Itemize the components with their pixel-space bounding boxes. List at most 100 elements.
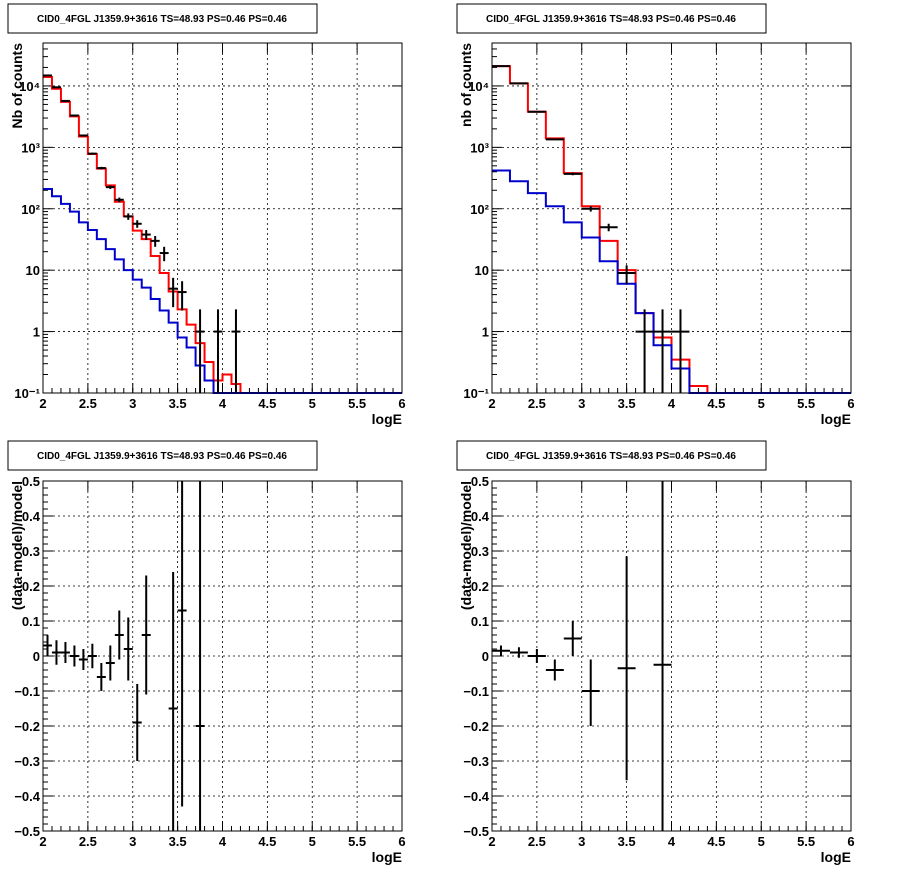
y-tick-label: −0.4 (463, 789, 489, 804)
y-tick-label: −0.3 (14, 754, 40, 769)
y-tick-label: 10 (475, 263, 489, 278)
x-tick-label: 4 (668, 834, 676, 849)
x-axis-label: logE (821, 411, 851, 427)
x-tick-label: 4 (219, 834, 227, 849)
y-tick-label: 10² (21, 202, 40, 217)
y-tick-label: 0 (33, 649, 40, 664)
panel-title: CID0_4FGL J1359.9+3616 TS=48.93 PS=0.46 … (486, 14, 736, 25)
x-tick-label: 6 (847, 834, 854, 849)
y-tick-label: 10³ (470, 140, 489, 155)
y-tick-label: 10³ (21, 140, 40, 155)
panel-title: CID0_4FGL J1359.9+3616 TS=48.93 PS=0.46 … (37, 451, 287, 462)
panel-title: CID0_4FGL J1359.9+3616 TS=48.93 PS=0.46 … (486, 451, 736, 462)
panel-counts-left: CID0_4FGL J1359.9+3616 TS=48.93 PS=0.46 … (7, 3, 406, 427)
y-tick-label: 10⁴ (468, 79, 489, 94)
axis-ticks: 2 2.5 3 3.5 4 4.5 5 5.5 6 −0.5 −0.4 −0.3 −0.2 −0.1 0 0.… (463, 474, 854, 849)
y-tick-label: −0.4 (14, 789, 40, 804)
panel-title-box (456, 3, 767, 34)
x-tick-label: 5 (758, 834, 765, 849)
x-tick-label: 5.5 (348, 396, 366, 411)
y-tick-label: −0.5 (14, 824, 40, 839)
y-tick-label: −0.1 (14, 684, 40, 699)
x-tick-label: 4 (219, 396, 227, 411)
y-tick-label: −0.2 (14, 719, 40, 734)
panel-title-box (7, 440, 318, 471)
x-tick-label: 6 (398, 396, 405, 411)
y-tick-label: −0.3 (463, 754, 489, 769)
x-tick-label: 4 (668, 396, 676, 411)
x-tick-label: 4.5 (258, 834, 276, 849)
plot-frame (491, 42, 852, 394)
x-tick-label: 5.5 (348, 834, 366, 849)
y-tick-label: −0.5 (463, 824, 489, 839)
y-tick-label: 0.3 (22, 544, 40, 559)
x-axis-label: logE (821, 849, 851, 865)
x-tick-label: 3 (129, 834, 136, 849)
y-tick-label: 10² (470, 202, 489, 217)
y-tick-label: 0.4 (22, 509, 41, 524)
x-tick-label: 5 (309, 834, 316, 849)
x-tick-label: 4.5 (707, 834, 725, 849)
y-tick-label: 0.1 (471, 614, 489, 629)
grid-lines (492, 43, 851, 393)
x-tick-label: 4.5 (707, 396, 725, 411)
y-tick-label: 0.1 (22, 614, 40, 629)
plot-series (43, 481, 205, 831)
x-tick-label: 2.5 (528, 396, 546, 411)
y-axis-label: Nb of counts (9, 43, 25, 129)
x-tick-label: 3 (578, 396, 585, 411)
y-axis-label: (data-model)/model (458, 481, 474, 610)
x-tick-label: 3.5 (618, 834, 636, 849)
y-tick-label: 1 (33, 325, 40, 340)
panel-counts-right: CID0_4FGL J1359.9+3616 TS=48.93 PS=0.46 … (456, 3, 855, 427)
x-tick-label: 2.5 (79, 396, 97, 411)
y-tick-label: 10⁻¹ (14, 386, 40, 401)
x-tick-label: 3 (129, 396, 136, 411)
x-tick-label: 6 (847, 396, 854, 411)
y-tick-label: 10 (26, 263, 40, 278)
y-tick-label: 1 (482, 325, 489, 340)
panel-title: CID0_4FGL J1359.9+3616 TS=48.93 PS=0.46 … (37, 14, 287, 25)
x-tick-label: 2 (39, 834, 46, 849)
axis-ticks: 2 2.5 3 3.5 4 4.5 5 5.5 6 10⁻¹ 1 10 10² 10³ 10⁴ (463, 43, 855, 411)
plot-series (492, 481, 672, 831)
y-tick-label: 0.2 (471, 579, 489, 594)
y-tick-label: 10⁴ (19, 79, 40, 94)
panel-title-box (456, 440, 767, 471)
x-tick-label: 2 (488, 834, 495, 849)
y-tick-label: 0.4 (471, 509, 490, 524)
y-tick-label: 0 (482, 649, 489, 664)
x-tick-label: 4.5 (258, 396, 276, 411)
y-axis-label: nb of counts (458, 43, 474, 127)
y-tick-label: 0.3 (471, 544, 489, 559)
x-axis-label: logE (372, 411, 402, 427)
y-tick-label: 10⁻¹ (463, 386, 489, 401)
y-tick-label: 0.5 (22, 474, 40, 489)
y-tick-label: −0.1 (463, 684, 489, 699)
x-tick-label: 6 (398, 834, 405, 849)
panel-residuals-left: CID0_4FGL J1359.9+3616 TS=48.93 PS=0.46 … (7, 440, 406, 865)
x-tick-label: 2.5 (528, 834, 546, 849)
x-tick-label: 5 (309, 396, 316, 411)
x-axis-label: logE (372, 849, 402, 865)
x-tick-label: 5 (758, 396, 765, 411)
plot-frame (491, 480, 852, 832)
panel-residuals-right: CID0_4FGL J1359.9+3616 TS=48.93 PS=0.46 … (456, 440, 855, 865)
y-tick-label: 0.5 (471, 474, 489, 489)
y-tick-label: 0.2 (22, 579, 40, 594)
panel-title-box (7, 3, 318, 34)
x-tick-label: 2 (488, 396, 495, 411)
x-tick-label: 3.5 (169, 834, 187, 849)
y-tick-label: −0.2 (463, 719, 489, 734)
axis-ticks: 2 2.5 3 3.5 4 4.5 5 5.5 6 −0.5 −0.4 −0.3 −0.2 −0.1 0 0.… (14, 474, 405, 849)
x-tick-label: 3.5 (618, 396, 636, 411)
x-tick-label: 2 (39, 396, 46, 411)
x-tick-label: 3 (578, 834, 585, 849)
x-tick-label: 5.5 (797, 834, 815, 849)
axis-ticks: 2 2.5 3 3.5 4 4.5 5 5.5 6 10⁻¹ 1 10 10² 10³ 10⁴ (14, 43, 406, 411)
plot-frame (42, 480, 403, 832)
x-tick-label: 3.5 (169, 396, 187, 411)
plot-frame (42, 42, 403, 394)
